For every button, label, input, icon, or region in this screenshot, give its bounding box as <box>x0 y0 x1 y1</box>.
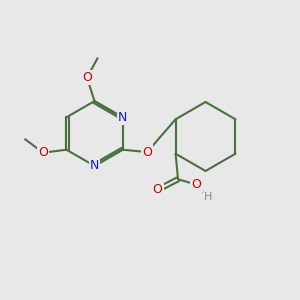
Text: H: H <box>204 192 212 202</box>
Text: N: N <box>118 111 127 124</box>
Text: O: O <box>82 71 92 84</box>
Text: N: N <box>90 159 99 172</box>
Text: O: O <box>153 183 163 196</box>
Text: O: O <box>38 146 48 159</box>
Text: O: O <box>192 178 202 191</box>
Text: O: O <box>142 146 152 159</box>
